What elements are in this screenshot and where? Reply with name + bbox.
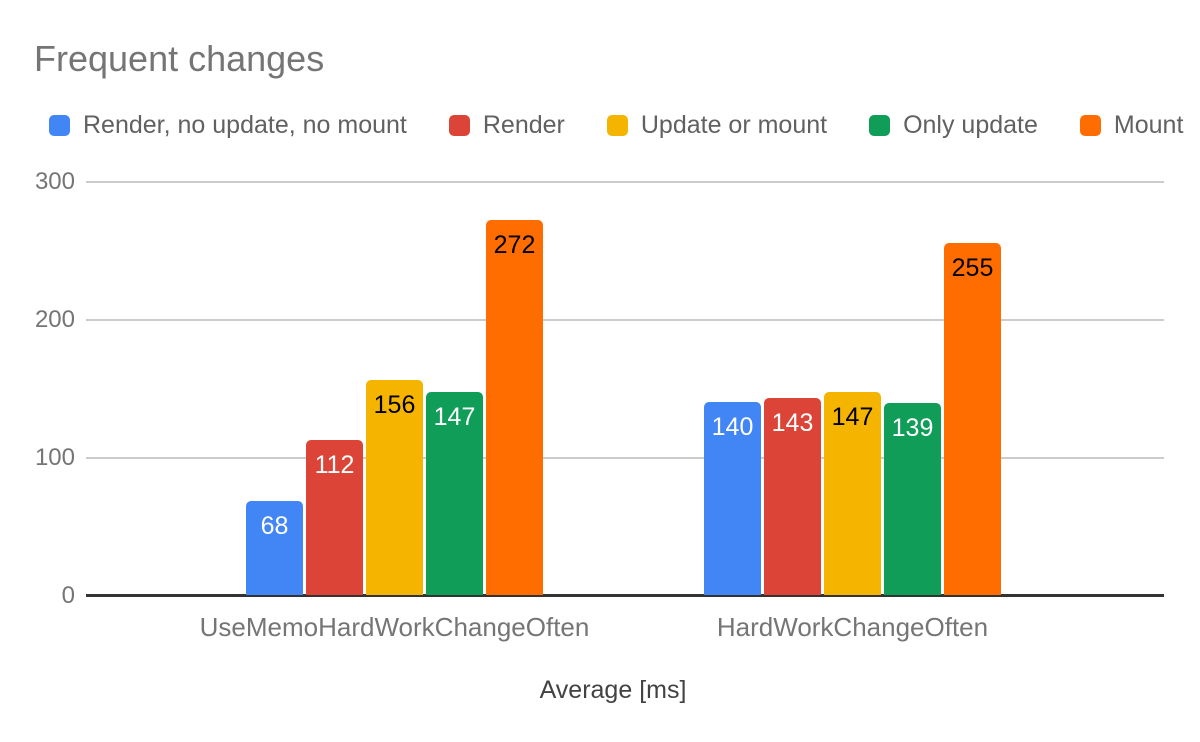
x-axis-baseline [86, 594, 1164, 597]
bar-HardWorkChangeOften-render-no-update-no-mount[interactable]: 140 [704, 402, 761, 595]
bar-value-label: 272 [493, 231, 536, 259]
bar-UseMemoHardWorkChangeOften-mount[interactable]: 272 [486, 220, 543, 595]
legend-swatch-icon [606, 115, 628, 136]
bar-value-label: 68 [260, 512, 289, 540]
bar-value-label: 255 [951, 254, 994, 282]
bar-HardWorkChangeOften-render[interactable]: 143 [764, 398, 821, 595]
legend-label: Render, no update, no mount [83, 111, 407, 139]
category-label: UseMemoHardWorkChangeOften [199, 612, 590, 642]
bar-HardWorkChangeOften-mount[interactable]: 255 [944, 243, 1001, 595]
category-label: HardWorkChangeOften [716, 612, 989, 642]
legend-label: Update or mount [640, 111, 828, 139]
plot-area: 68 112 156 147 272 140 143 147 139 255 [86, 181, 1164, 597]
legend-swatch-icon [448, 115, 470, 136]
gridline [86, 457, 1164, 459]
bar-value-label: 112 [314, 451, 355, 479]
legend-label: Render [482, 111, 565, 139]
legend-swatch-icon [49, 115, 70, 136]
bar-UseMemoHardWorkChangeOften-render-no-update-no-mount[interactable]: 68 [246, 501, 303, 595]
bar-value-label: 156 [373, 391, 416, 419]
gridline [86, 181, 1164, 184]
bar-value-label: 143 [771, 409, 814, 437]
legend-label: Mount [1113, 111, 1184, 139]
legend-item-0[interactable]: Render, no update, no mount [49, 111, 407, 140]
bar-value-label: 147 [433, 403, 476, 431]
y-axis-tick-label: 100 [34, 444, 75, 471]
y-axis-tick-label: 200 [34, 306, 75, 333]
bar-UseMemoHardWorkChangeOften-render[interactable]: 112 [306, 440, 363, 595]
x-axis-title: Average [ms] [539, 676, 687, 704]
legend-item-1[interactable]: Render [448, 111, 565, 140]
legend-item-4[interactable]: Mount [1079, 111, 1184, 140]
legend-swatch-icon [869, 115, 891, 136]
bar-value-label: 139 [891, 414, 934, 442]
bar-UseMemoHardWorkChangeOften-only-update[interactable]: 147 [426, 392, 483, 595]
chart-title: Frequent changes [34, 38, 325, 79]
gridline [86, 319, 1164, 321]
bar-value-label: 147 [831, 403, 874, 431]
legend-item-2[interactable]: Update or mount [606, 111, 828, 140]
legend-swatch-icon [1079, 115, 1101, 136]
bar-HardWorkChangeOften-update-or-mount[interactable]: 147 [824, 392, 881, 595]
legend-item-3[interactable]: Only update [869, 111, 1038, 140]
y-axis-tick-label: 0 [61, 582, 75, 609]
y-axis-tick-label: 300 [34, 168, 75, 195]
legend: Render, no update, no mount Render Update … [49, 111, 1183, 140]
bar-HardWorkChangeOften-only-update[interactable]: 139 [884, 403, 941, 595]
legend-label: Only update [903, 111, 1038, 139]
bar-UseMemoHardWorkChangeOften-update-or-mount[interactable]: 156 [366, 380, 423, 595]
bar-value-label: 140 [711, 413, 754, 441]
